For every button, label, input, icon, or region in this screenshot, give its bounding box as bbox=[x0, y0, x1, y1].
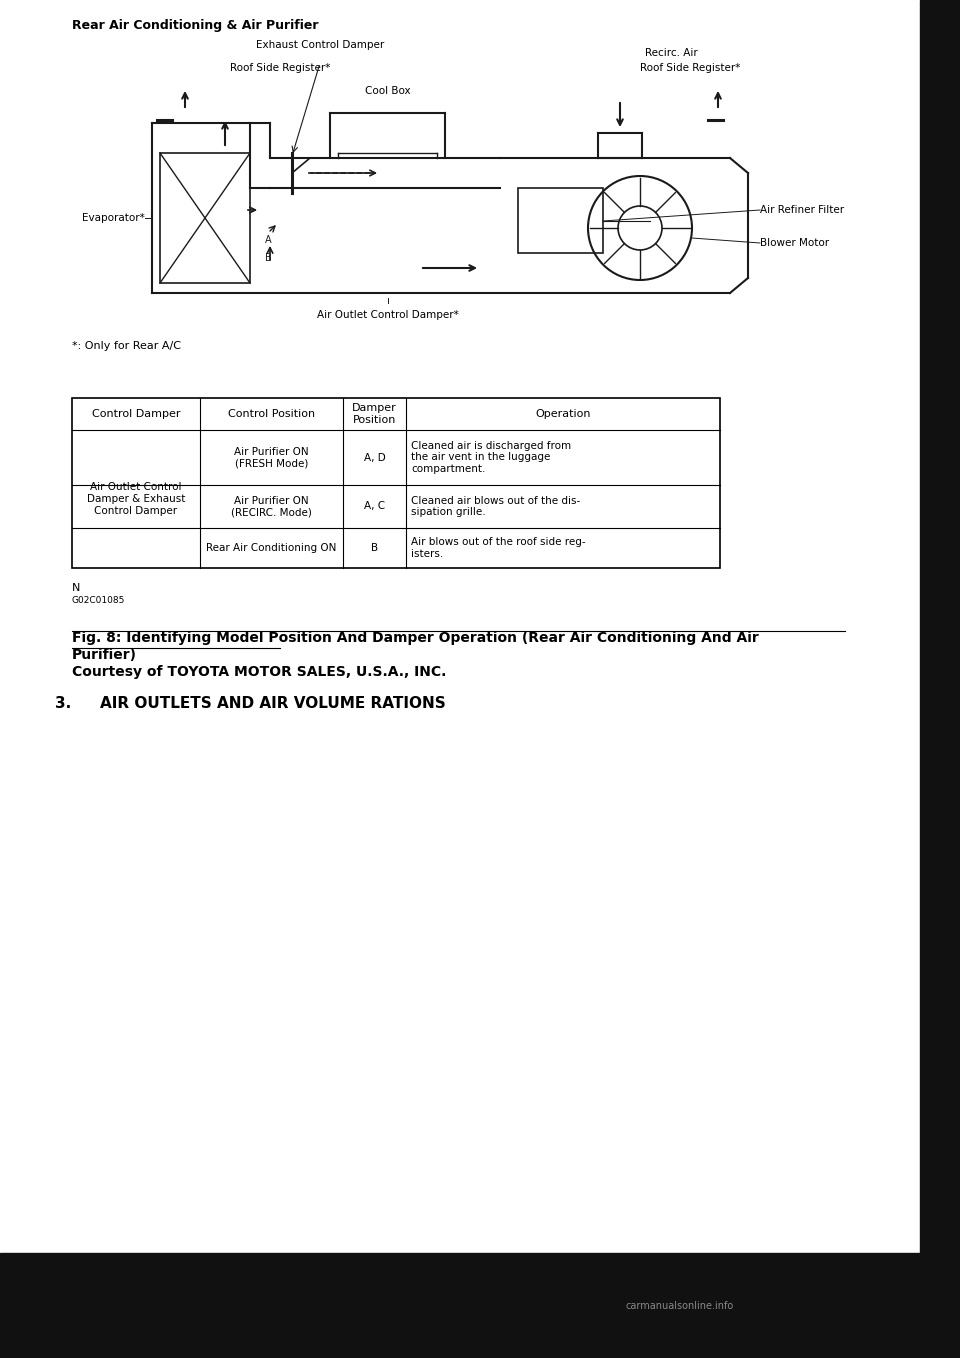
Text: B: B bbox=[265, 253, 272, 263]
Text: Roof Side Register*: Roof Side Register* bbox=[640, 62, 740, 73]
Text: Air blows out of the roof side reg-
isters.: Air blows out of the roof side reg- iste… bbox=[411, 538, 586, 558]
Bar bbox=[920, 0, 960, 1358]
Text: AIR OUTLETS AND AIR VOLUME RATIONS: AIR OUTLETS AND AIR VOLUME RATIONS bbox=[100, 697, 445, 712]
Text: Air Outlet Control Damper*: Air Outlet Control Damper* bbox=[317, 310, 459, 320]
Bar bbox=[518, 187, 603, 253]
Text: Cool Box: Cool Box bbox=[365, 86, 411, 96]
Text: 3.: 3. bbox=[55, 697, 71, 712]
Text: carmanualsonline.info: carmanualsonline.info bbox=[626, 1301, 734, 1310]
Bar bbox=[72, 398, 720, 568]
Text: Control Position: Control Position bbox=[228, 409, 315, 420]
Text: Purifier): Purifier) bbox=[72, 648, 137, 661]
Text: Air Purifier ON
(FRESH Mode): Air Purifier ON (FRESH Mode) bbox=[234, 447, 309, 469]
Text: Rear Air Conditioning & Air Purifier: Rear Air Conditioning & Air Purifier bbox=[72, 19, 319, 33]
Text: Air Purifier ON
(RECIRC. Mode): Air Purifier ON (RECIRC. Mode) bbox=[231, 496, 312, 517]
Text: Evaporator*: Evaporator* bbox=[83, 213, 145, 223]
Text: Rear Air Conditioning ON: Rear Air Conditioning ON bbox=[206, 543, 337, 553]
Text: *: Only for Rear A/C: *: Only for Rear A/C bbox=[72, 341, 181, 350]
Text: Cleaned air is discharged from
the air vent in the luggage
compartment.: Cleaned air is discharged from the air v… bbox=[411, 441, 571, 474]
Text: Exhaust Control Damper: Exhaust Control Damper bbox=[256, 39, 384, 50]
Bar bbox=[0, 1253, 920, 1358]
Text: Blower Motor: Blower Motor bbox=[760, 238, 829, 249]
Text: Roof Side Register*: Roof Side Register* bbox=[230, 62, 330, 73]
Text: Recirc. Air: Recirc. Air bbox=[645, 48, 698, 58]
Text: A: A bbox=[265, 235, 272, 244]
Text: Operation: Operation bbox=[536, 409, 590, 420]
Text: Damper
Position: Damper Position bbox=[352, 403, 396, 425]
Text: Cleaned air blows out of the dis-
sipation grille.: Cleaned air blows out of the dis- sipati… bbox=[411, 496, 580, 517]
Text: Air Refiner Filter: Air Refiner Filter bbox=[760, 205, 844, 215]
Text: N: N bbox=[72, 583, 81, 593]
Text: Fig. 8: Identifying Model Position And Damper Operation (Rear Air Conditioning A: Fig. 8: Identifying Model Position And D… bbox=[72, 631, 758, 645]
Text: G02C01085: G02C01085 bbox=[72, 596, 126, 606]
Text: B: B bbox=[371, 543, 378, 553]
Text: A, C: A, C bbox=[364, 501, 385, 512]
Text: A, D: A, D bbox=[364, 452, 385, 463]
Text: Air Outlet Control
Damper & Exhaust
Control Damper: Air Outlet Control Damper & Exhaust Cont… bbox=[86, 482, 185, 516]
Bar bbox=[160, 153, 250, 282]
Text: Courtesy of TOYOTA MOTOR SALES, U.S.A., INC.: Courtesy of TOYOTA MOTOR SALES, U.S.A., … bbox=[72, 665, 446, 679]
Text: Control Damper: Control Damper bbox=[92, 409, 180, 420]
